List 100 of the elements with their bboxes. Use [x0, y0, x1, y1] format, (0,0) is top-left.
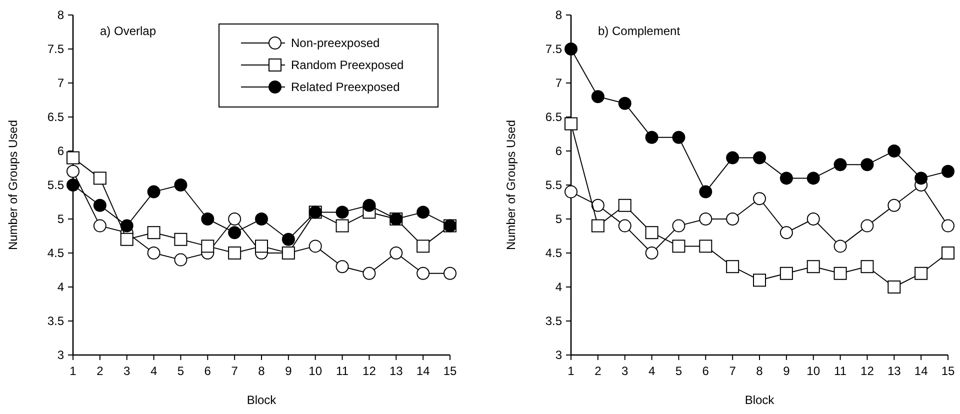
point — [255, 240, 268, 253]
x-tick-label: 5 — [177, 364, 184, 378]
x-tick-label: 3 — [622, 364, 629, 378]
point — [672, 219, 686, 232]
x-tick-label: 10 — [308, 364, 322, 378]
point — [93, 172, 106, 185]
point — [591, 90, 604, 104]
point — [780, 226, 793, 240]
point — [66, 164, 80, 178]
y-tick-label: 3.5 — [545, 314, 562, 328]
point — [228, 212, 242, 226]
x-tick-label: 7 — [729, 364, 736, 378]
point — [618, 96, 632, 110]
y-tick-label: 6.5 — [47, 110, 64, 124]
point — [888, 198, 901, 212]
point — [362, 266, 376, 280]
y-tick-label: 8 — [57, 8, 64, 22]
point — [726, 212, 740, 226]
point — [645, 130, 658, 144]
point — [780, 266, 793, 280]
x-tick-label: 10 — [806, 364, 820, 378]
point — [336, 260, 349, 274]
point — [672, 240, 686, 253]
point — [201, 212, 214, 226]
x-tick-label: 9 — [783, 364, 790, 378]
x-tick-label: 15 — [941, 364, 955, 378]
x-tick-label: 11 — [834, 364, 847, 378]
point — [390, 246, 403, 260]
point — [888, 144, 901, 158]
y-axis-title: Number of Groups Used — [504, 120, 518, 250]
point — [66, 178, 80, 192]
y-tick-label: 5.5 — [47, 178, 64, 192]
point — [174, 232, 188, 246]
y-tick-label: 4.5 — [545, 246, 562, 260]
point — [591, 219, 604, 232]
point — [834, 240, 847, 253]
x-tick-label: 6 — [204, 364, 212, 378]
x-tick-label: 15 — [443, 364, 457, 378]
y-tick-label: 5 — [57, 212, 64, 226]
point — [726, 260, 740, 274]
x-tick-label: 2 — [96, 364, 104, 378]
point — [806, 172, 820, 185]
point — [806, 212, 820, 226]
x-tick-label: 14 — [416, 364, 430, 378]
x-tick-label: 2 — [594, 364, 602, 378]
point — [255, 212, 268, 226]
point — [120, 219, 134, 232]
point — [942, 164, 954, 178]
point — [860, 158, 874, 172]
point — [699, 185, 712, 198]
x-tick-label: 13 — [887, 364, 902, 378]
point — [228, 226, 242, 240]
text: a) Overlap — [100, 24, 156, 38]
x-tick-label: 4 — [150, 364, 158, 378]
point — [834, 266, 847, 280]
point — [282, 246, 295, 260]
legend-label: Random Preexposed — [291, 58, 404, 72]
x-axis-title: Block — [246, 393, 278, 407]
x-tick-label: 8 — [258, 364, 266, 378]
point — [308, 240, 322, 253]
y-tick-label: 5 — [555, 212, 562, 226]
point — [336, 206, 349, 219]
point — [914, 266, 928, 280]
y-tick-label: 4.5 — [47, 246, 64, 260]
x-axis-title: Block — [744, 393, 776, 407]
y-tick-label: 7 — [57, 76, 64, 90]
x-tick-label: 8 — [756, 364, 764, 378]
y-tick-label: 5.5 — [545, 178, 562, 192]
x-tick-label: 14 — [914, 364, 928, 378]
x-tick-label: 7 — [231, 364, 238, 378]
point — [201, 240, 214, 253]
y-axis-title: Number of Groups Used — [6, 120, 20, 250]
point — [780, 172, 793, 185]
point — [174, 253, 188, 266]
point — [806, 260, 820, 274]
x-tick-label: 1 — [70, 364, 77, 378]
point — [753, 192, 766, 206]
point — [591, 198, 604, 212]
legend-label: Non-preexposed — [291, 36, 380, 50]
y-tick-label: 8 — [555, 8, 562, 22]
legend-label: Related Preexposed — [291, 80, 400, 94]
point — [147, 185, 160, 198]
point — [645, 246, 658, 260]
point — [147, 226, 160, 240]
point — [914, 172, 928, 185]
point — [860, 260, 874, 274]
point — [753, 274, 766, 287]
x-tick-label: 6 — [702, 364, 710, 378]
y-tick-label: 7 — [555, 76, 562, 90]
x-tick-label: 4 — [648, 364, 656, 378]
point — [618, 198, 632, 212]
y-tick-label: 4 — [555, 280, 562, 294]
point — [618, 219, 632, 232]
point — [699, 240, 712, 253]
point — [753, 151, 766, 164]
y-tick-label: 6 — [555, 144, 562, 158]
point — [282, 232, 295, 246]
point — [416, 266, 430, 280]
point — [564, 117, 578, 130]
x-tick-label: 13 — [389, 364, 404, 378]
